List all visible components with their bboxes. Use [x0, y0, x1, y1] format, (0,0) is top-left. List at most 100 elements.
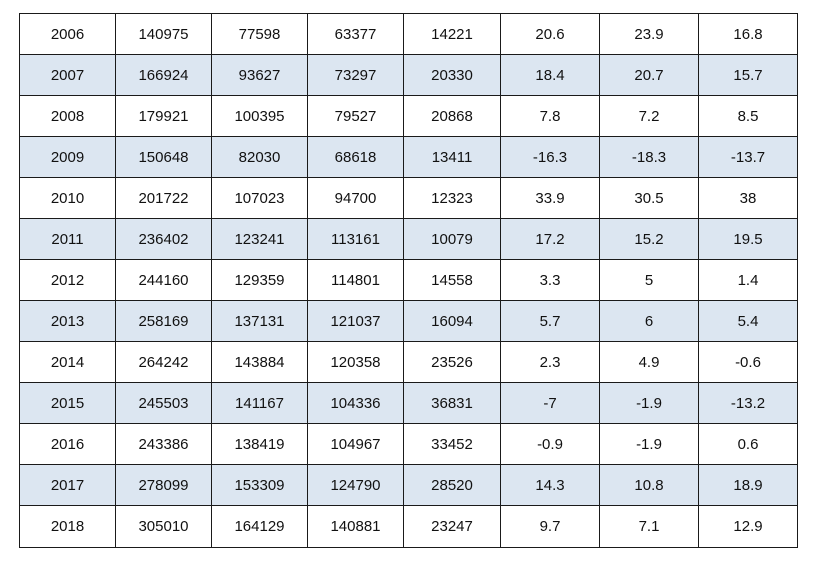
table-cell-year: 2018: [19, 505, 116, 548]
table-cell-col-4: 140881: [307, 505, 404, 548]
table-cell-col-3: 129359: [211, 259, 308, 301]
table-cell-year: 2010: [19, 177, 116, 219]
table-cell-col-2: 278099: [115, 464, 212, 506]
table-cell-year: 2017: [19, 464, 116, 506]
table-cell-year: 2015: [19, 382, 116, 424]
table-cell-col-7: -1.9: [599, 423, 699, 465]
table-cell-col-6: 5.7: [500, 300, 600, 342]
table-cell-col-6: 20.6: [500, 13, 600, 55]
table-cell-col-6: 2.3: [500, 341, 600, 383]
table-cell-year: 2012: [19, 259, 116, 301]
table-cell-col-5: 20330: [403, 54, 501, 96]
table-cell-year: 2007: [19, 54, 116, 96]
table-row: 2011 236402 123241 113161 10079 17.2 15.2 19.5: [19, 218, 798, 260]
table-cell-col-8: 16.8: [698, 13, 798, 55]
table-cell-col-3: 100395: [211, 95, 308, 137]
table-row: 2006 140975 77598 63377 14221 20.6 23.9 16.8: [19, 13, 798, 55]
table-cell-col-7: 23.9: [599, 13, 699, 55]
table-cell-col-5: 16094: [403, 300, 501, 342]
table-cell-col-5: 23247: [403, 505, 501, 548]
table-cell-col-6: 14.3: [500, 464, 600, 506]
table-cell-col-2: 258169: [115, 300, 212, 342]
table-cell-col-2: 201722: [115, 177, 212, 219]
table-cell-col-6: 18.4: [500, 54, 600, 96]
table-cell-col-3: 77598: [211, 13, 308, 55]
table-cell-col-4: 68618: [307, 136, 404, 178]
table-cell-col-6: 17.2: [500, 218, 600, 260]
table-cell-col-3: 164129: [211, 505, 308, 548]
table-cell-col-8: 12.9: [698, 505, 798, 548]
table-cell-col-6: -0.9: [500, 423, 600, 465]
table-cell-col-4: 114801: [307, 259, 404, 301]
table-row: 2009 150648 82030 68618 13411 -16.3 -18.3 -13.7: [19, 136, 798, 178]
table-cell-col-8: 1.4: [698, 259, 798, 301]
table-cell-col-7: 15.2: [599, 218, 699, 260]
table-cell-col-3: 82030: [211, 136, 308, 178]
table-cell-col-2: 244160: [115, 259, 212, 301]
table-cell-col-2: 305010: [115, 505, 212, 548]
table-cell-year: 2013: [19, 300, 116, 342]
table-cell-col-3: 107023: [211, 177, 308, 219]
table-cell-col-8: 18.9: [698, 464, 798, 506]
table-cell-col-4: 104967: [307, 423, 404, 465]
table-body: 2006 140975 77598 63377 14221 20.6 23.9 16.8 200…: [19, 13, 798, 548]
table-cell-col-5: 10079: [403, 218, 501, 260]
table-cell-col-8: -0.6: [698, 341, 798, 383]
table-row: 2016 243386 138419 104967 33452 -0.9 -1.9 0.6: [19, 423, 798, 465]
table-cell-col-2: 166924: [115, 54, 212, 96]
table-cell-col-7: -18.3: [599, 136, 699, 178]
table-cell-col-4: 63377: [307, 13, 404, 55]
table-cell-col-8: 8.5: [698, 95, 798, 137]
table-row: 2012 244160 129359 114801 14558 3.3 5 1.4: [19, 259, 798, 301]
table-cell-col-4: 121037: [307, 300, 404, 342]
table-cell-col-6: 9.7: [500, 505, 600, 548]
table-cell-col-2: 243386: [115, 423, 212, 465]
table-row: 2017 278099 153309 124790 28520 14.3 10.8 18.9: [19, 464, 798, 506]
table-cell-col-3: 93627: [211, 54, 308, 96]
table-cell-col-4: 79527: [307, 95, 404, 137]
table-cell-year: 2014: [19, 341, 116, 383]
table-cell-year: 2008: [19, 95, 116, 137]
table-cell-col-7: 4.9: [599, 341, 699, 383]
table-cell-col-3: 153309: [211, 464, 308, 506]
table-cell-col-2: 150648: [115, 136, 212, 178]
table-cell-col-4: 94700: [307, 177, 404, 219]
table-row: 2013 258169 137131 121037 16094 5.7 6 5.4: [19, 300, 798, 342]
data-table: 2006 140975 77598 63377 14221 20.6 23.9 16.8 200…: [19, 13, 798, 548]
table-cell-col-3: 143884: [211, 341, 308, 383]
table-cell-year: 2009: [19, 136, 116, 178]
table-row: 2007 166924 93627 73297 20330 18.4 20.7 15.7: [19, 54, 798, 96]
table-cell-col-6: -16.3: [500, 136, 600, 178]
table-cell-col-8: -13.2: [698, 382, 798, 424]
table-cell-col-7: 10.8: [599, 464, 699, 506]
table-cell-col-8: 0.6: [698, 423, 798, 465]
table-row: 2008 179921 100395 79527 20868 7.8 7.2 8.5: [19, 95, 798, 137]
table-cell-col-4: 73297: [307, 54, 404, 96]
table-row: 2010 201722 107023 94700 12323 33.9 30.5 38: [19, 177, 798, 219]
table-cell-col-5: 12323: [403, 177, 501, 219]
table-row: 2018 305010 164129 140881 23247 9.7 7.1 12.9: [19, 505, 798, 548]
table-cell-col-7: 20.7: [599, 54, 699, 96]
table-cell-col-5: 13411: [403, 136, 501, 178]
table-cell-col-2: 245503: [115, 382, 212, 424]
table-cell-col-7: 5: [599, 259, 699, 301]
table-cell-col-4: 124790: [307, 464, 404, 506]
table-cell-col-3: 137131: [211, 300, 308, 342]
table-row: 2014 264242 143884 120358 23526 2.3 4.9 -0.6: [19, 341, 798, 383]
table-cell-col-6: 7.8: [500, 95, 600, 137]
table-cell-col-7: -1.9: [599, 382, 699, 424]
table-cell-col-6: 3.3: [500, 259, 600, 301]
table-cell-col-4: 120358: [307, 341, 404, 383]
table-cell-col-3: 123241: [211, 218, 308, 260]
table-cell-col-8: 5.4: [698, 300, 798, 342]
table-cell-col-8: 15.7: [698, 54, 798, 96]
table-cell-col-3: 141167: [211, 382, 308, 424]
table-cell-col-8: 38: [698, 177, 798, 219]
table-cell-col-5: 33452: [403, 423, 501, 465]
table-cell-col-4: 104336: [307, 382, 404, 424]
table-cell-col-7: 7.2: [599, 95, 699, 137]
table-cell-col-7: 7.1: [599, 505, 699, 548]
table-cell-col-7: 30.5: [599, 177, 699, 219]
table-cell-col-8: -13.7: [698, 136, 798, 178]
table-cell-col-3: 138419: [211, 423, 308, 465]
